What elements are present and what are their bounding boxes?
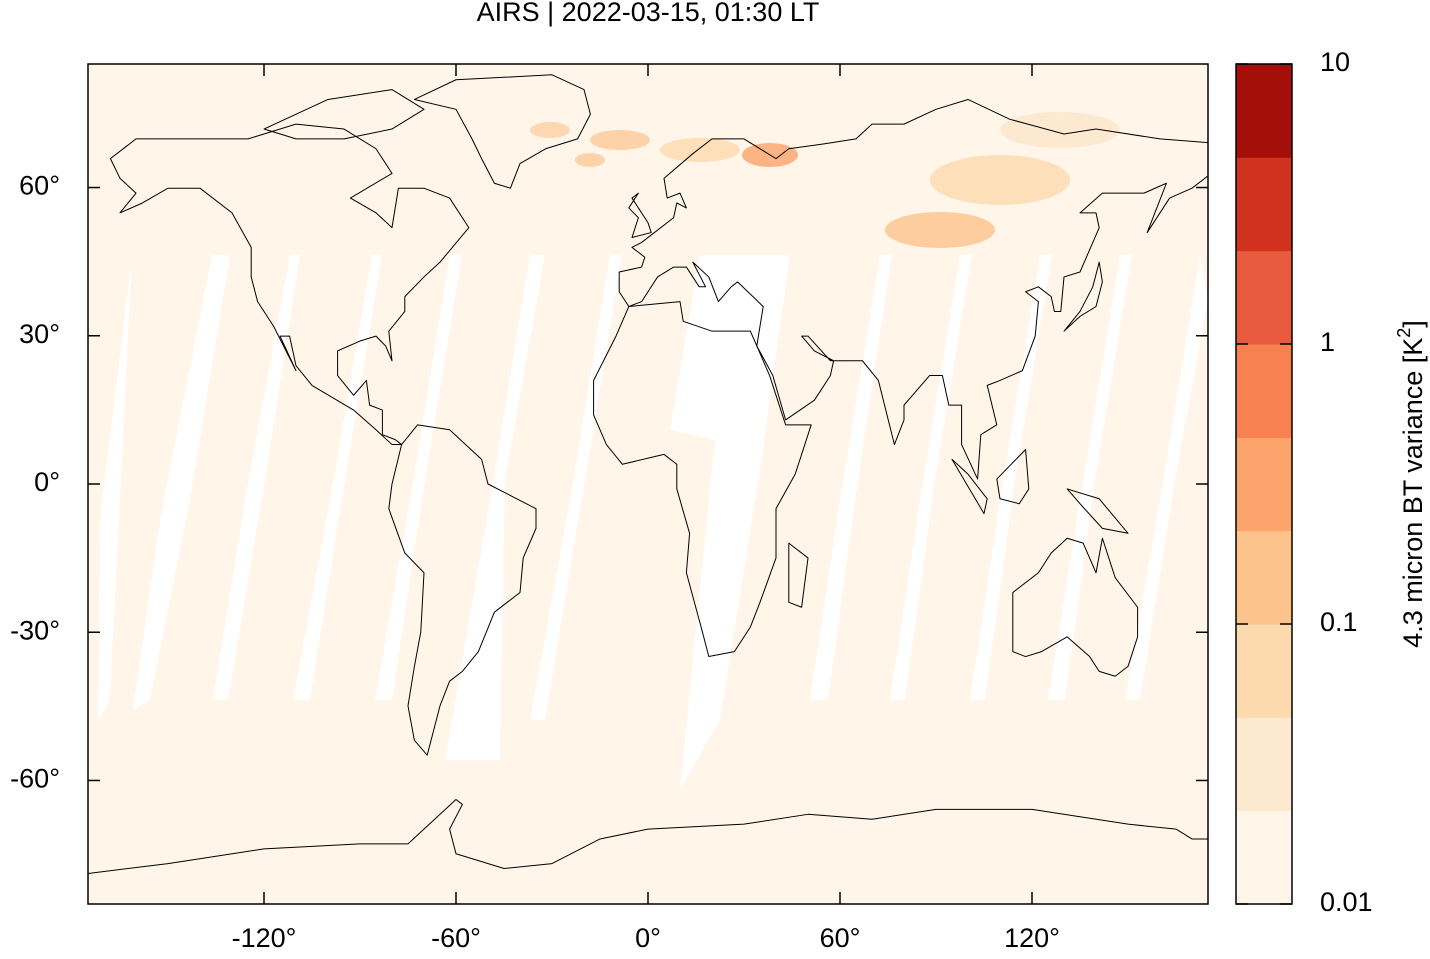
coastlines [88, 75, 1224, 874]
y-tick-label: -30° [10, 615, 60, 645]
colorbar-tick-label: 0.1 [1320, 607, 1358, 637]
map-background [88, 64, 1208, 904]
x-tick-label: 0° [635, 923, 661, 953]
title: AIRS | 2022-03-15, 01:30 LT [477, 0, 820, 27]
variance-patches [530, 112, 1120, 248]
colorbar-band [1236, 157, 1292, 252]
data-gaps [98, 255, 1208, 790]
colorbar-label: 4.3 micron BT variance [K2] [1394, 320, 1428, 648]
colorbar-band [1236, 344, 1292, 438]
colorbar-tick-label: 1 [1320, 327, 1335, 357]
colorbar-band [1236, 810, 1292, 905]
x-tick-label: -120° [232, 923, 297, 953]
y-tick-label: 60° [19, 171, 60, 201]
y-tick-label: 0° [34, 467, 60, 497]
y-tick-label: -60° [10, 764, 60, 794]
colorbar-band [1236, 624, 1292, 718]
x-tick-label: 120° [1004, 923, 1060, 953]
colorbar-band [1236, 64, 1292, 158]
colorbar-tick-label: 10 [1320, 47, 1350, 77]
colorbar [1236, 64, 1292, 905]
colorbar-frame [1235, 63, 1293, 905]
x-tick-label: -60° [431, 923, 481, 953]
colorbar-band [1236, 530, 1292, 625]
colorbar-band [1236, 250, 1292, 345]
label-sup: 2 [1394, 328, 1414, 338]
y-tick-label: 30° [19, 319, 60, 349]
colorbar-band [1236, 717, 1292, 812]
colorbar-band [1236, 437, 1292, 532]
colorbar-tick-label: 0.01 [1320, 887, 1373, 917]
label-end: ] [1398, 320, 1428, 328]
label-text: 4.3 micron BT variance [K [1398, 338, 1428, 648]
map-area [88, 64, 1224, 904]
x-tick-label: 60° [820, 923, 861, 953]
